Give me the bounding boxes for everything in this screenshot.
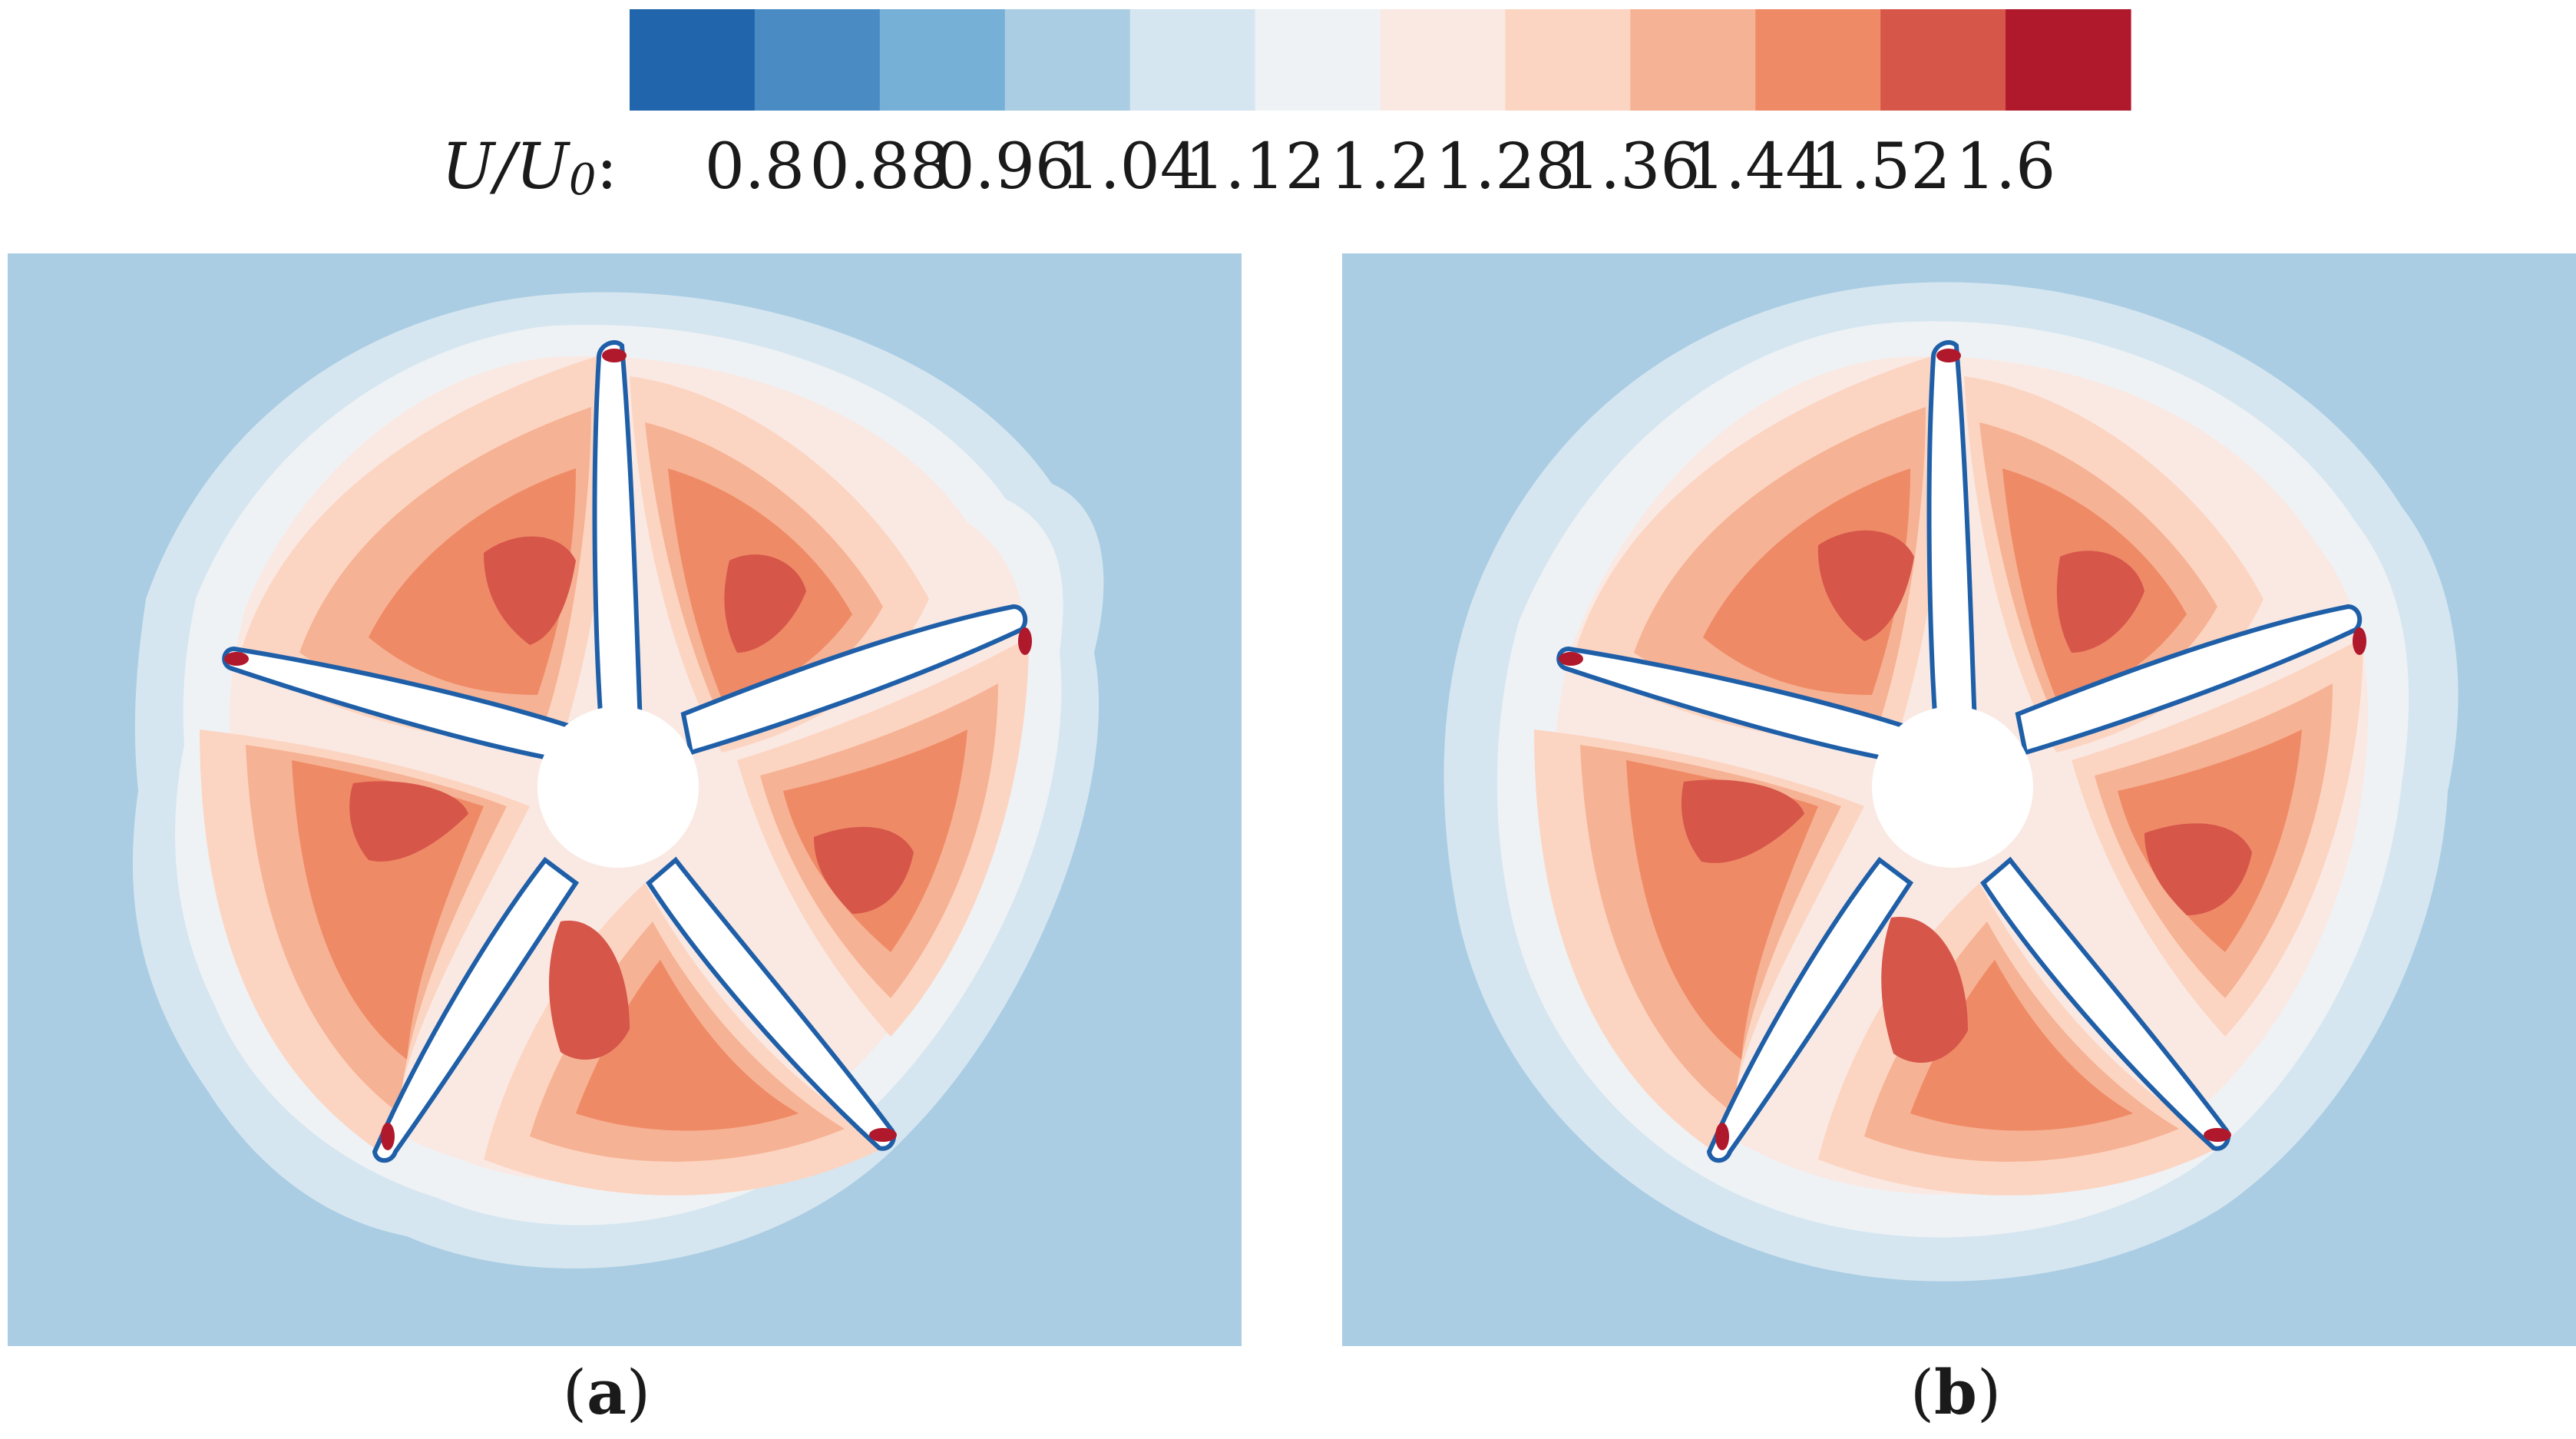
tip-vortex-bottom-right — [2204, 1128, 2231, 1142]
blade-right — [2015, 604, 2363, 756]
colorbar-swatch — [754, 9, 881, 111]
panel-a-caption: (a) — [562, 1356, 651, 1428]
tip-vortex-left — [1559, 652, 1583, 666]
panel-b-label: b — [1934, 1356, 1977, 1428]
colorbar-tick-label: 1.52 — [1810, 131, 1951, 203]
lobe-left-peak — [349, 781, 468, 862]
colorbar-swatch — [1255, 9, 1381, 111]
colorbar-tick-label: 0.88 — [810, 131, 951, 203]
colorbar-tick-label: 1.04 — [1060, 131, 1200, 203]
tip-vortex-left — [224, 652, 249, 666]
colorbar-swatch — [1004, 9, 1131, 111]
lobe-left-peak — [1681, 779, 1804, 863]
colorbar-swatch — [1380, 9, 1506, 111]
colorbar-swatches — [630, 9, 2131, 111]
lobe-top-left-peak — [1817, 530, 1914, 641]
blade-bottom-left — [1706, 856, 1914, 1163]
lobe-right-peak — [814, 826, 914, 914]
blade-top — [592, 340, 644, 747]
colorbar-swatch — [1505, 9, 1631, 111]
colorbar-tick-labels: 0.8 0.880.961.041.12 1.2 1.281.361.441.52 1.… — [705, 131, 2056, 203]
velocity-contour-b — [1342, 253, 2576, 1346]
panel-b-caption: (b) — [1910, 1356, 2002, 1428]
colorbar-swatch — [1880, 9, 2006, 111]
blade-left — [1556, 646, 1906, 763]
tip-vortex-top — [602, 349, 627, 362]
lobe-right-peak — [2144, 823, 2252, 915]
blade-top — [1926, 340, 1979, 747]
panel-b — [1342, 253, 2576, 1346]
colorbar: U/U0: 0.8 0.880.961.041.12 1.2 1.281.361.44… — [441, 9, 2131, 205]
blade-bottom-left — [372, 856, 580, 1163]
lobe-top-left-peak — [484, 536, 576, 645]
tip-vortex-bottom-left — [381, 1123, 395, 1150]
tip-vortex-bottom-right — [869, 1128, 897, 1142]
lobe-top-left-core — [1703, 468, 1910, 695]
colorbar-swatch — [879, 9, 1006, 111]
colorbar-title: U/U0: — [441, 131, 617, 205]
colorbar-swatch — [1129, 9, 1256, 111]
colorbar-swatch — [2006, 9, 2131, 111]
panel-a — [8, 253, 1242, 1346]
tip-vortex-bottom-left — [1715, 1123, 1729, 1150]
hub — [1872, 706, 2033, 868]
colorbar-swatch — [630, 9, 756, 111]
blade-right — [680, 604, 1028, 756]
colorbar-tick-label: 1.28 — [1435, 131, 1576, 203]
tip-vortex-right — [2353, 627, 2366, 655]
lobe-top-right-peak — [2056, 551, 2144, 653]
tip-vortex-top — [1936, 349, 1961, 362]
colorbar-tick-label: 1.36 — [1560, 131, 1701, 203]
colorbar-tick-label: 0.8 — [705, 131, 805, 203]
colorbar-tick-label: 1.12 — [1185, 131, 1325, 203]
velocity-contour-a — [8, 253, 1242, 1346]
panel-a-label: a — [587, 1356, 627, 1428]
colorbar-swatch — [1755, 9, 1881, 111]
lobe-top-right-peak — [724, 554, 806, 653]
lobe-bottom-peak — [1881, 916, 1968, 1064]
colorbar-tick-label: 1.6 — [1956, 131, 2055, 203]
blade-bottom-right — [646, 856, 896, 1151]
blade-left — [222, 646, 571, 763]
blade-bottom-right — [1980, 856, 2230, 1151]
lobe-bottom-core — [576, 960, 799, 1131]
lobe-bottom-peak — [549, 920, 630, 1060]
hub — [537, 706, 699, 868]
colorbar-swatch — [1630, 9, 1756, 111]
tip-vortex-right — [1018, 627, 1032, 655]
colorbar-tick-label: 1.44 — [1685, 131, 1826, 203]
colorbar-tick-label: 0.96 — [935, 131, 1076, 203]
colorbar-tick-label: 1.2 — [1330, 131, 1430, 203]
